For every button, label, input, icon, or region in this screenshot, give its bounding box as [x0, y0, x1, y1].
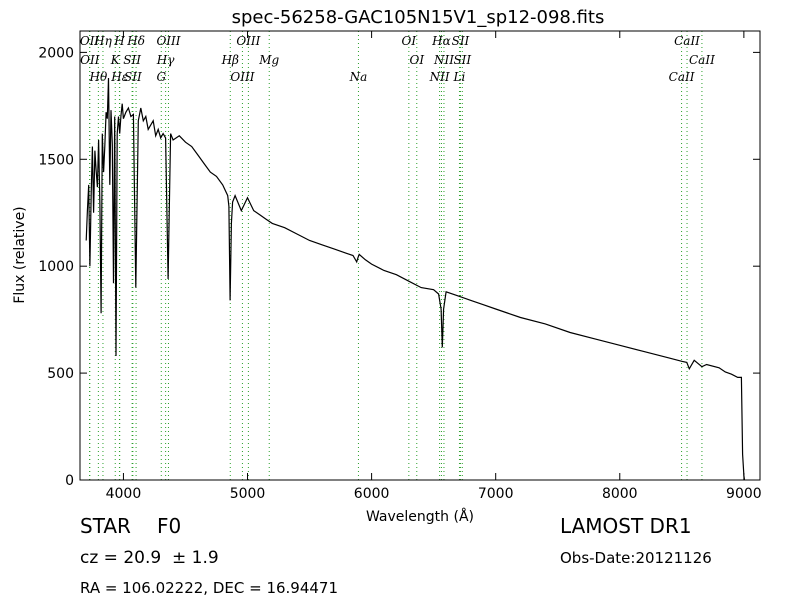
- line-label: CaII: [669, 70, 695, 84]
- line-label: SII: [123, 53, 141, 67]
- y-tick-label: 1500: [38, 152, 74, 168]
- line-label: G: [156, 70, 166, 84]
- line-label: OIII: [230, 70, 254, 84]
- chart-title: spec-56258-GAC105N15V1_sp12-098.fits: [232, 7, 605, 28]
- y-tick-label: 2000: [38, 45, 74, 61]
- line-label: CaII: [689, 53, 715, 67]
- x-tick-label: 4000: [106, 486, 142, 502]
- y-axis-label: Flux (relative): [12, 206, 28, 303]
- line-label: OII: [80, 53, 100, 67]
- line-label: SII: [124, 70, 142, 84]
- x-tick-label: 8000: [602, 486, 638, 502]
- survey-name: LAMOST DR1: [560, 514, 692, 538]
- line-label: NII: [433, 53, 454, 67]
- line-label: OII: [80, 34, 100, 48]
- line-label: SII: [452, 34, 470, 48]
- coordinates-text: RA = 106.02222, DEC = 16.94471: [80, 579, 339, 597]
- line-label: Na: [349, 70, 368, 84]
- line-label: Hγ: [156, 53, 175, 67]
- x-tick-label: 5000: [230, 486, 266, 502]
- axis-ticks: 4000 5000 6000 7000 8000 9000 0 500 1000 1500 2000: [38, 31, 762, 502]
- line-label: NII: [429, 70, 450, 84]
- object-subclass: F0: [157, 514, 182, 538]
- line-label: H: [113, 34, 125, 48]
- line-labels: OII OII Hθ Hη K Hε H SII SII Hδ Hγ G OIII Hβ OIII OIII M…: [80, 34, 715, 84]
- y-tick-label: 1000: [38, 259, 74, 275]
- y-tick-label: 0: [65, 473, 74, 489]
- line-label: Hβ: [221, 53, 239, 67]
- x-tick-label: 9000: [726, 486, 762, 502]
- line-markers: [89, 31, 703, 480]
- line-label: Hε: [110, 70, 128, 84]
- line-label: OI: [402, 34, 417, 48]
- plot-frame: [79, 30, 761, 481]
- line-label: OI: [409, 53, 424, 67]
- x-axis-label: Wavelength (Å): [366, 508, 474, 525]
- redshift-text: cz = 20.9 ± 1.9: [80, 548, 219, 568]
- line-label: Mg: [258, 53, 279, 67]
- spectrum-line: [85, 77, 746, 481]
- observation-date: Obs-Date:20121126: [560, 549, 712, 567]
- x-tick-label: 6000: [354, 486, 390, 502]
- line-label: OIII: [236, 34, 260, 48]
- y-tick-label: 500: [47, 366, 74, 382]
- line-label: CaII: [674, 34, 700, 48]
- line-label: Li: [453, 70, 466, 84]
- object-class-label: STAR: [80, 514, 131, 538]
- x-tick-label: 7000: [478, 486, 514, 502]
- line-label: Hθ: [89, 70, 108, 84]
- line-label: Hη: [93, 34, 112, 48]
- line-label: K: [110, 53, 121, 67]
- line-label: OIII: [156, 34, 180, 48]
- line-label: Hδ: [126, 34, 145, 48]
- line-label: SII: [453, 53, 471, 67]
- line-label: Hα: [431, 34, 451, 48]
